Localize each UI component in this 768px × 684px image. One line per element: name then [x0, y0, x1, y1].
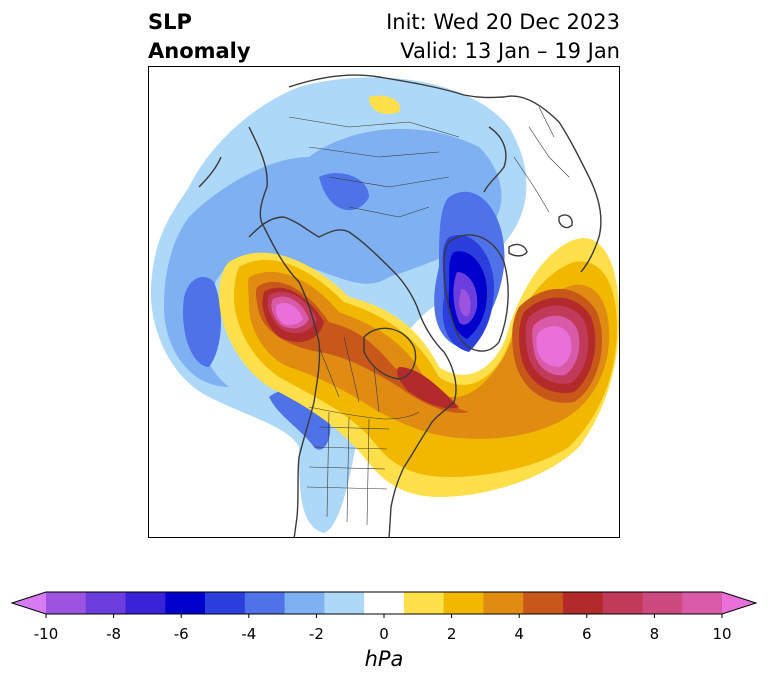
border-eurasia-2: [513, 106, 570, 213]
colorbar-tick-label: -2: [308, 625, 324, 643]
colorbar-tick-label: 4: [514, 625, 524, 643]
colorbar-bin: [85, 592, 127, 614]
coast-europe: [503, 95, 602, 273]
anomaly-map: [150, 74, 619, 537]
colorbar-bin: [403, 592, 445, 614]
colorbar-bin: [364, 592, 405, 614]
title-line-2: Anomaly: [148, 39, 251, 63]
colorbar-bin: [443, 592, 484, 614]
colorbar-tick-label: 8: [649, 625, 660, 643]
colorbar-bin: [602, 592, 643, 614]
coastlines: [198, 74, 602, 537]
contour-neg-3c: [319, 173, 369, 211]
coast-east-asia: [248, 126, 268, 228]
forecast-dates: Init: Wed 20 Dec 2023 Valid: 13 Jan – 19 …: [386, 8, 620, 66]
colorbar-bin: [284, 592, 325, 614]
contour-pos-5b: [397, 367, 459, 409]
coast-alaska: [248, 216, 350, 238]
init-date: Init: Wed 20 Dec 2023: [386, 10, 620, 34]
colorbar-tick-label: 6: [582, 625, 592, 643]
contour-neg-7: [459, 289, 471, 317]
coast-east-north-america: [388, 426, 430, 537]
coast-scandinavia: [483, 126, 507, 193]
positive-anomaly-contours: [219, 95, 619, 497]
colorbar-tick-label: -6: [173, 625, 189, 643]
colorbar-extend-max: [722, 592, 756, 614]
contour-pos-3: [248, 271, 610, 439]
colorbar-bin: [125, 592, 166, 614]
colorbar-bin: [682, 592, 723, 614]
coast-iceland: [508, 243, 528, 257]
colorbar-bin: [483, 592, 524, 614]
contour-pos-8: [275, 302, 303, 326]
coast-greenland: [443, 234, 509, 352]
contour-pos-8b: [536, 325, 572, 367]
border-canada-provinces: [318, 336, 380, 413]
coast-arctic-canada: [348, 231, 457, 428]
colorbar-bin: [46, 592, 87, 614]
colorbar-tick-label: -4: [241, 625, 257, 643]
colorbar-tick-label: 10: [712, 625, 732, 643]
border-eurasia-1: [288, 116, 460, 218]
colorbar-tick-label: -8: [106, 625, 122, 643]
coast-japan: [198, 156, 222, 188]
border-us-canada: [308, 406, 420, 420]
coast-eurasia-north: [288, 74, 505, 99]
borders: [288, 106, 570, 526]
colorbar-extend-min: [12, 592, 46, 614]
coast-british-isles: [558, 214, 573, 229]
title-line-1: SLP: [148, 10, 192, 34]
coast-hudson-bay: [363, 327, 417, 380]
colorbar-bin: [205, 592, 246, 614]
border-us-states-1: [306, 411, 390, 526]
colorbar-bin: [324, 592, 365, 614]
contour-neg-3: [183, 277, 221, 367]
colorbar-bin: [165, 592, 206, 614]
colorbar-bin: [244, 592, 286, 614]
valid-dates: Valid: 13 Jan – 19 Jan: [400, 39, 620, 63]
colorbar-unit: hPa: [364, 647, 404, 671]
map-panel: [148, 66, 620, 538]
colorbar-tick-label: 2: [446, 625, 457, 643]
colorbar-bin: [562, 592, 604, 614]
colorbar-tick-label: 0: [379, 625, 389, 643]
colorbar: [10, 591, 758, 618]
contour-pos-1b: [369, 95, 400, 114]
map-title: SLP Anomaly: [148, 8, 251, 66]
colorbar-bin: [523, 592, 564, 614]
coast-north-america-west: [263, 226, 321, 537]
colorbar-bin: [642, 592, 683, 614]
contour-neg-2: [164, 128, 502, 387]
colorbar-tick-label: -10: [33, 625, 59, 643]
